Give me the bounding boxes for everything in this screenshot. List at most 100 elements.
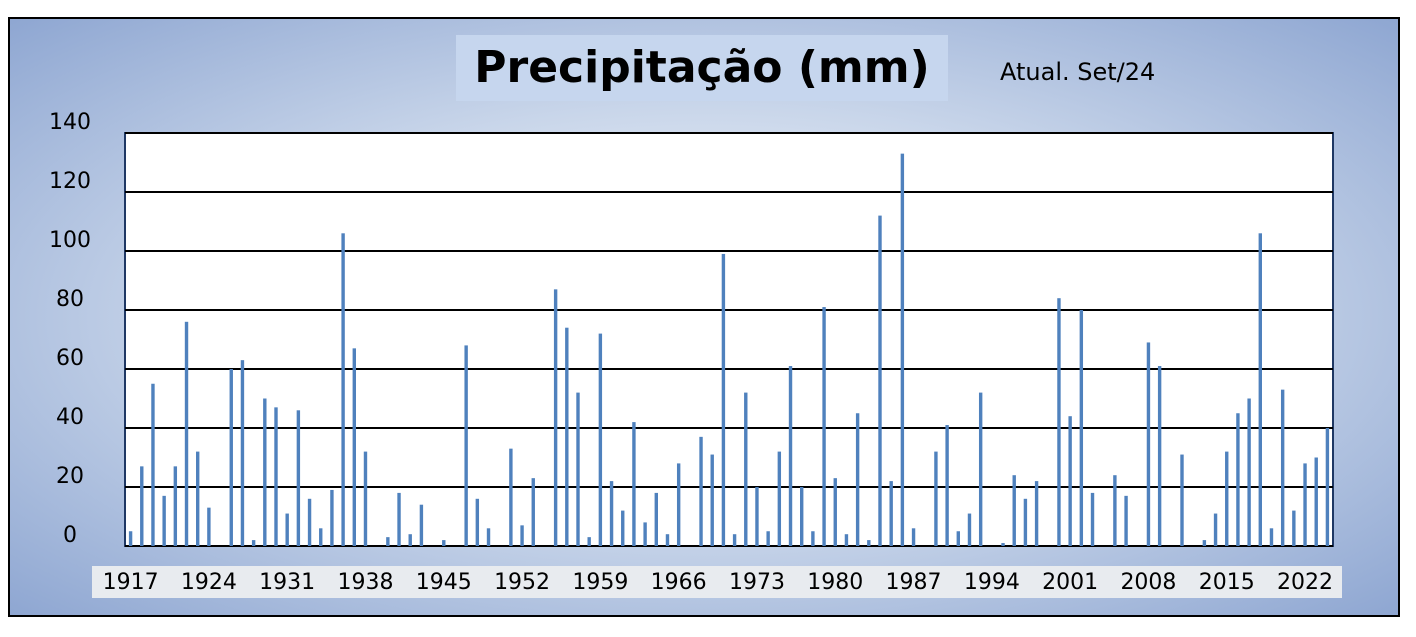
bar xyxy=(173,466,178,546)
bar xyxy=(1034,481,1039,546)
y-tick-label: 20 xyxy=(56,464,84,489)
bar xyxy=(386,537,390,546)
bar xyxy=(251,540,256,546)
bar xyxy=(229,369,233,546)
bar xyxy=(676,463,681,546)
bar xyxy=(475,498,480,546)
bar xyxy=(800,487,804,546)
bar xyxy=(151,383,155,546)
x-tick-label: 1952 xyxy=(494,570,550,595)
chart-title: Precipitação (mm) xyxy=(474,42,930,93)
bar xyxy=(598,333,603,546)
bar xyxy=(1057,298,1061,546)
bar xyxy=(710,454,714,546)
bar xyxy=(576,392,580,546)
bar xyxy=(184,321,189,546)
bar xyxy=(1090,492,1095,546)
x-tick-label: 1945 xyxy=(416,570,472,595)
bar xyxy=(464,345,468,546)
y-tick-label: 60 xyxy=(56,346,84,371)
bar xyxy=(1225,451,1229,546)
y-tick-label: 0 xyxy=(63,523,77,548)
bar xyxy=(531,478,535,546)
x-tick-label: 2015 xyxy=(1199,570,1255,595)
bar xyxy=(699,436,703,546)
bar xyxy=(352,348,356,546)
bar xyxy=(1023,498,1028,546)
bar xyxy=(196,451,200,546)
bar xyxy=(341,233,345,547)
annotation: Atual. Set/24 xyxy=(1000,58,1155,86)
y-tick-label: 140 xyxy=(49,110,91,135)
bar xyxy=(900,153,905,546)
bar xyxy=(855,413,860,546)
x-tick-label: 1966 xyxy=(651,570,707,595)
bar xyxy=(844,534,849,546)
bar xyxy=(1157,366,1162,546)
bar xyxy=(397,492,401,546)
bar xyxy=(1269,528,1274,546)
x-label-band xyxy=(92,566,1342,598)
bar xyxy=(643,522,647,546)
bar xyxy=(1258,233,1262,547)
bar xyxy=(632,422,636,546)
bar xyxy=(128,531,133,546)
bar xyxy=(330,489,334,546)
x-tick-label: 1973 xyxy=(729,570,785,595)
bar xyxy=(1180,454,1184,546)
bar xyxy=(1325,428,1330,546)
bar xyxy=(889,481,893,546)
x-tick-label: 1917 xyxy=(103,570,159,595)
bar xyxy=(721,253,726,546)
y-tick-label: 80 xyxy=(56,287,84,312)
bar xyxy=(833,478,837,546)
y-tick-label: 120 xyxy=(49,169,91,194)
plot-area xyxy=(124,132,1334,547)
bar xyxy=(654,492,658,546)
bar xyxy=(777,451,782,546)
x-tick-label: 1931 xyxy=(259,570,315,595)
bar xyxy=(967,513,972,546)
bar xyxy=(956,531,960,546)
x-tick-label: 1938 xyxy=(337,570,393,595)
x-tick-label: 2022 xyxy=(1277,570,1333,595)
x-tick-label: 1959 xyxy=(572,570,628,595)
bar xyxy=(553,289,558,546)
bar xyxy=(822,307,826,546)
bar xyxy=(408,534,412,546)
bar xyxy=(1314,457,1318,546)
bar xyxy=(744,392,748,546)
bar xyxy=(296,410,301,546)
bar xyxy=(1247,398,1251,546)
bar xyxy=(1068,416,1072,546)
bar xyxy=(755,487,759,546)
bar xyxy=(978,392,983,546)
bar xyxy=(788,366,793,546)
bar xyxy=(934,451,938,546)
bar xyxy=(520,525,524,546)
bar xyxy=(621,510,625,546)
bar xyxy=(565,327,569,546)
x-tick-label: 1924 xyxy=(181,570,237,595)
x-tick-label: 2008 xyxy=(1120,570,1176,595)
bar xyxy=(307,498,312,546)
bar xyxy=(732,534,737,546)
bar xyxy=(1280,389,1285,546)
bar xyxy=(240,360,245,546)
bar xyxy=(1124,495,1128,546)
bar xyxy=(1292,510,1296,546)
bar xyxy=(587,537,591,546)
bar xyxy=(319,528,323,546)
bar xyxy=(207,507,211,546)
bar xyxy=(1012,475,1016,546)
x-tick-label: 2001 xyxy=(1042,570,1098,595)
bar xyxy=(766,531,770,546)
bar xyxy=(263,398,267,546)
bar xyxy=(1236,413,1240,546)
bar xyxy=(442,540,446,546)
bar xyxy=(162,495,166,546)
bar xyxy=(878,215,882,546)
bar xyxy=(609,481,614,546)
